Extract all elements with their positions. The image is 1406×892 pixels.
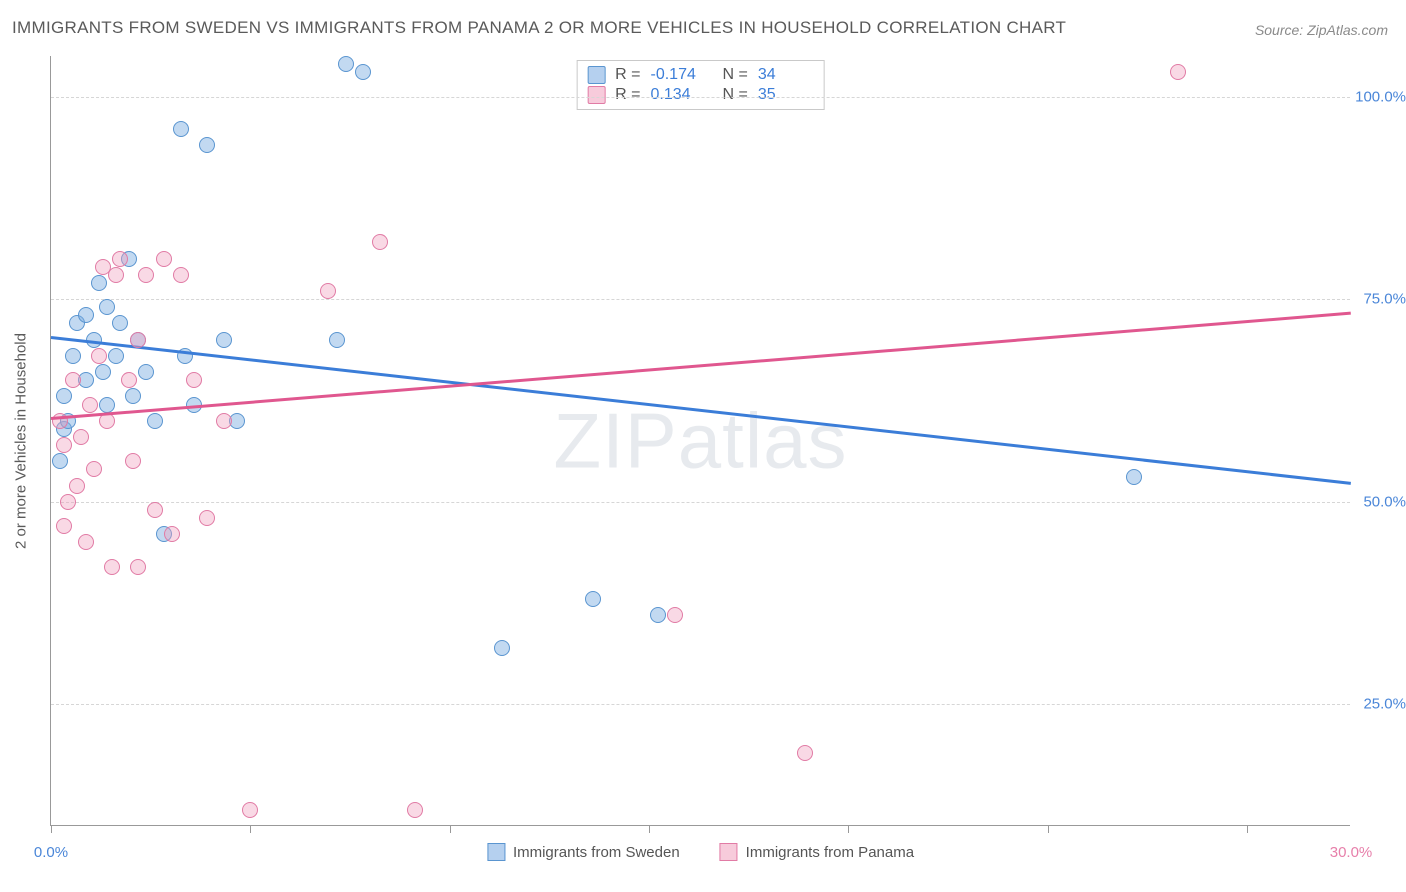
data-point <box>108 267 124 283</box>
data-point <box>147 502 163 518</box>
data-point <box>199 137 215 153</box>
y-tick-label: 75.0% <box>1363 291 1406 308</box>
data-point <box>52 453 68 469</box>
n-value-sweden: 34 <box>758 66 814 84</box>
data-point <box>125 388 141 404</box>
x-tick <box>1048 825 1049 833</box>
chart-title: IMMIGRANTS FROM SWEDEN VS IMMIGRANTS FRO… <box>12 18 1066 38</box>
data-point <box>329 332 345 348</box>
trend-line <box>51 311 1351 419</box>
data-point <box>338 56 354 72</box>
legend-label-panama: Immigrants from Panama <box>746 844 914 861</box>
x-tick <box>51 825 52 833</box>
data-point <box>130 559 146 575</box>
swatch-pink-icon <box>587 86 605 104</box>
data-point <box>156 251 172 267</box>
legend-stats-box: R = -0.174 N = 34 R = 0.134 N = 35 <box>576 60 825 110</box>
legend-stats-row-panama: R = 0.134 N = 35 <box>587 85 814 105</box>
data-point <box>1170 64 1186 80</box>
gridline <box>51 97 1350 98</box>
data-point <box>199 510 215 526</box>
data-point <box>173 267 189 283</box>
data-point <box>355 64 371 80</box>
data-point <box>173 121 189 137</box>
y-tick-label: 100.0% <box>1355 88 1406 105</box>
data-point <box>91 348 107 364</box>
r-value-panama: 0.134 <box>651 86 707 104</box>
data-point <box>121 372 137 388</box>
y-tick-label: 50.0% <box>1363 493 1406 510</box>
data-point <box>60 494 76 510</box>
data-point <box>108 348 124 364</box>
r-value-sweden: -0.174 <box>651 66 707 84</box>
data-point <box>73 429 89 445</box>
data-point <box>69 478 85 494</box>
data-point <box>186 372 202 388</box>
data-point <box>320 283 336 299</box>
x-tick <box>1247 825 1248 833</box>
x-tick <box>649 825 650 833</box>
data-point <box>1126 469 1142 485</box>
x-tick <box>450 825 451 833</box>
data-point <box>407 802 423 818</box>
data-point <box>86 461 102 477</box>
x-tick <box>848 825 849 833</box>
data-point <box>104 559 120 575</box>
trend-line <box>51 336 1351 484</box>
x-tick <box>250 825 251 833</box>
data-point <box>138 267 154 283</box>
data-point <box>99 299 115 315</box>
r-label: R = <box>615 66 640 84</box>
swatch-blue-icon <box>487 843 505 861</box>
data-point <box>138 364 154 380</box>
legend-stats-row-sweden: R = -0.174 N = 34 <box>587 65 814 85</box>
data-point <box>78 307 94 323</box>
data-point <box>56 437 72 453</box>
data-point <box>56 518 72 534</box>
swatch-blue-icon <box>587 66 605 84</box>
data-point <box>65 348 81 364</box>
data-point <box>164 526 180 542</box>
legend-item-panama: Immigrants from Panama <box>720 843 914 861</box>
y-axis-title: 2 or more Vehicles in Household <box>13 333 30 549</box>
data-point <box>112 315 128 331</box>
x-tick-label-right: 30.0% <box>1330 844 1373 861</box>
data-point <box>372 234 388 250</box>
data-point <box>130 332 146 348</box>
x-tick-label-left: 0.0% <box>34 844 68 861</box>
gridline <box>51 502 1350 503</box>
legend-label-sweden: Immigrants from Sweden <box>513 844 680 861</box>
n-value-panama: 35 <box>758 86 814 104</box>
data-point <box>56 388 72 404</box>
data-point <box>216 332 232 348</box>
source-credit: Source: ZipAtlas.com <box>1255 22 1388 38</box>
data-point <box>216 413 232 429</box>
data-point <box>585 591 601 607</box>
data-point <box>125 453 141 469</box>
data-point <box>667 607 683 623</box>
data-point <box>797 745 813 761</box>
data-point <box>99 397 115 413</box>
gridline <box>51 704 1350 705</box>
gridline <box>51 299 1350 300</box>
data-point <box>82 397 98 413</box>
n-label: N = <box>723 86 748 104</box>
n-label: N = <box>723 66 748 84</box>
data-point <box>65 372 81 388</box>
swatch-pink-icon <box>720 843 738 861</box>
data-point <box>112 251 128 267</box>
data-point <box>242 802 258 818</box>
r-label: R = <box>615 86 640 104</box>
bottom-legend: Immigrants from Sweden Immigrants from P… <box>487 843 914 861</box>
data-point <box>78 534 94 550</box>
data-point <box>147 413 163 429</box>
data-point <box>95 364 111 380</box>
chart-plot-area: 2 or more Vehicles in Household ZIPatlas… <box>50 56 1350 826</box>
y-tick-label: 25.0% <box>1363 696 1406 713</box>
data-point <box>494 640 510 656</box>
data-point <box>91 275 107 291</box>
legend-item-sweden: Immigrants from Sweden <box>487 843 680 861</box>
data-point <box>650 607 666 623</box>
